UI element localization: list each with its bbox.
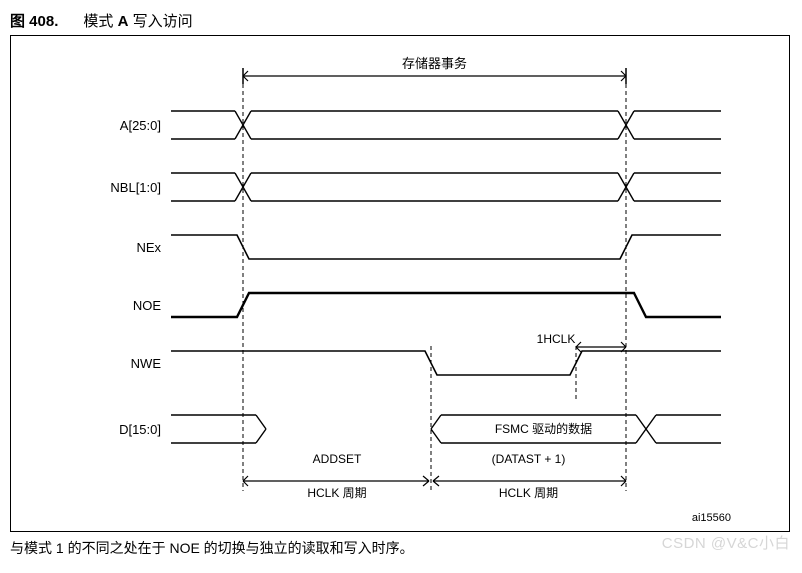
svg-text:HCLK 周期: HCLK 周期 [307, 486, 366, 500]
svg-text:(DATAST + 1): (DATAST + 1) [492, 452, 566, 466]
timing-diagram: 存储器事务 A[25:0] NBL[1:0] NEx NOE NWE 1HCLK D[15:0… [11, 36, 789, 531]
svg-text:HCLK 周期: HCLK 周期 [499, 486, 558, 500]
svg-text:D[15:0]: D[15:0] [119, 422, 161, 437]
svg-text:ai15560: ai15560 [692, 512, 731, 524]
svg-text:NOE: NOE [133, 298, 162, 313]
svg-text:NWE: NWE [131, 356, 162, 371]
figure-caption: 图 408. 模式 A 写入访问 [10, 10, 802, 31]
svg-text:FSMC 驱动的数据: FSMC 驱动的数据 [495, 421, 592, 436]
svg-text:ADDSET: ADDSET [313, 452, 362, 466]
svg-text:NBL[1:0]: NBL[1:0] [110, 180, 161, 195]
svg-text:存储器事务: 存储器事务 [402, 56, 467, 71]
footer-note: 与模式 1 的不同之处在于 NOE 的切换与独立的读取和写入时序。 [10, 538, 802, 558]
figure-number: 图 408. [10, 13, 58, 30]
svg-text:A[25:0]: A[25:0] [120, 118, 161, 133]
svg-text:NEx: NEx [136, 240, 161, 255]
svg-text:1HCLK: 1HCLK [537, 332, 576, 346]
diagram-frame: 存储器事务 A[25:0] NBL[1:0] NEx NOE NWE 1HCLK D[15:0… [10, 35, 790, 532]
